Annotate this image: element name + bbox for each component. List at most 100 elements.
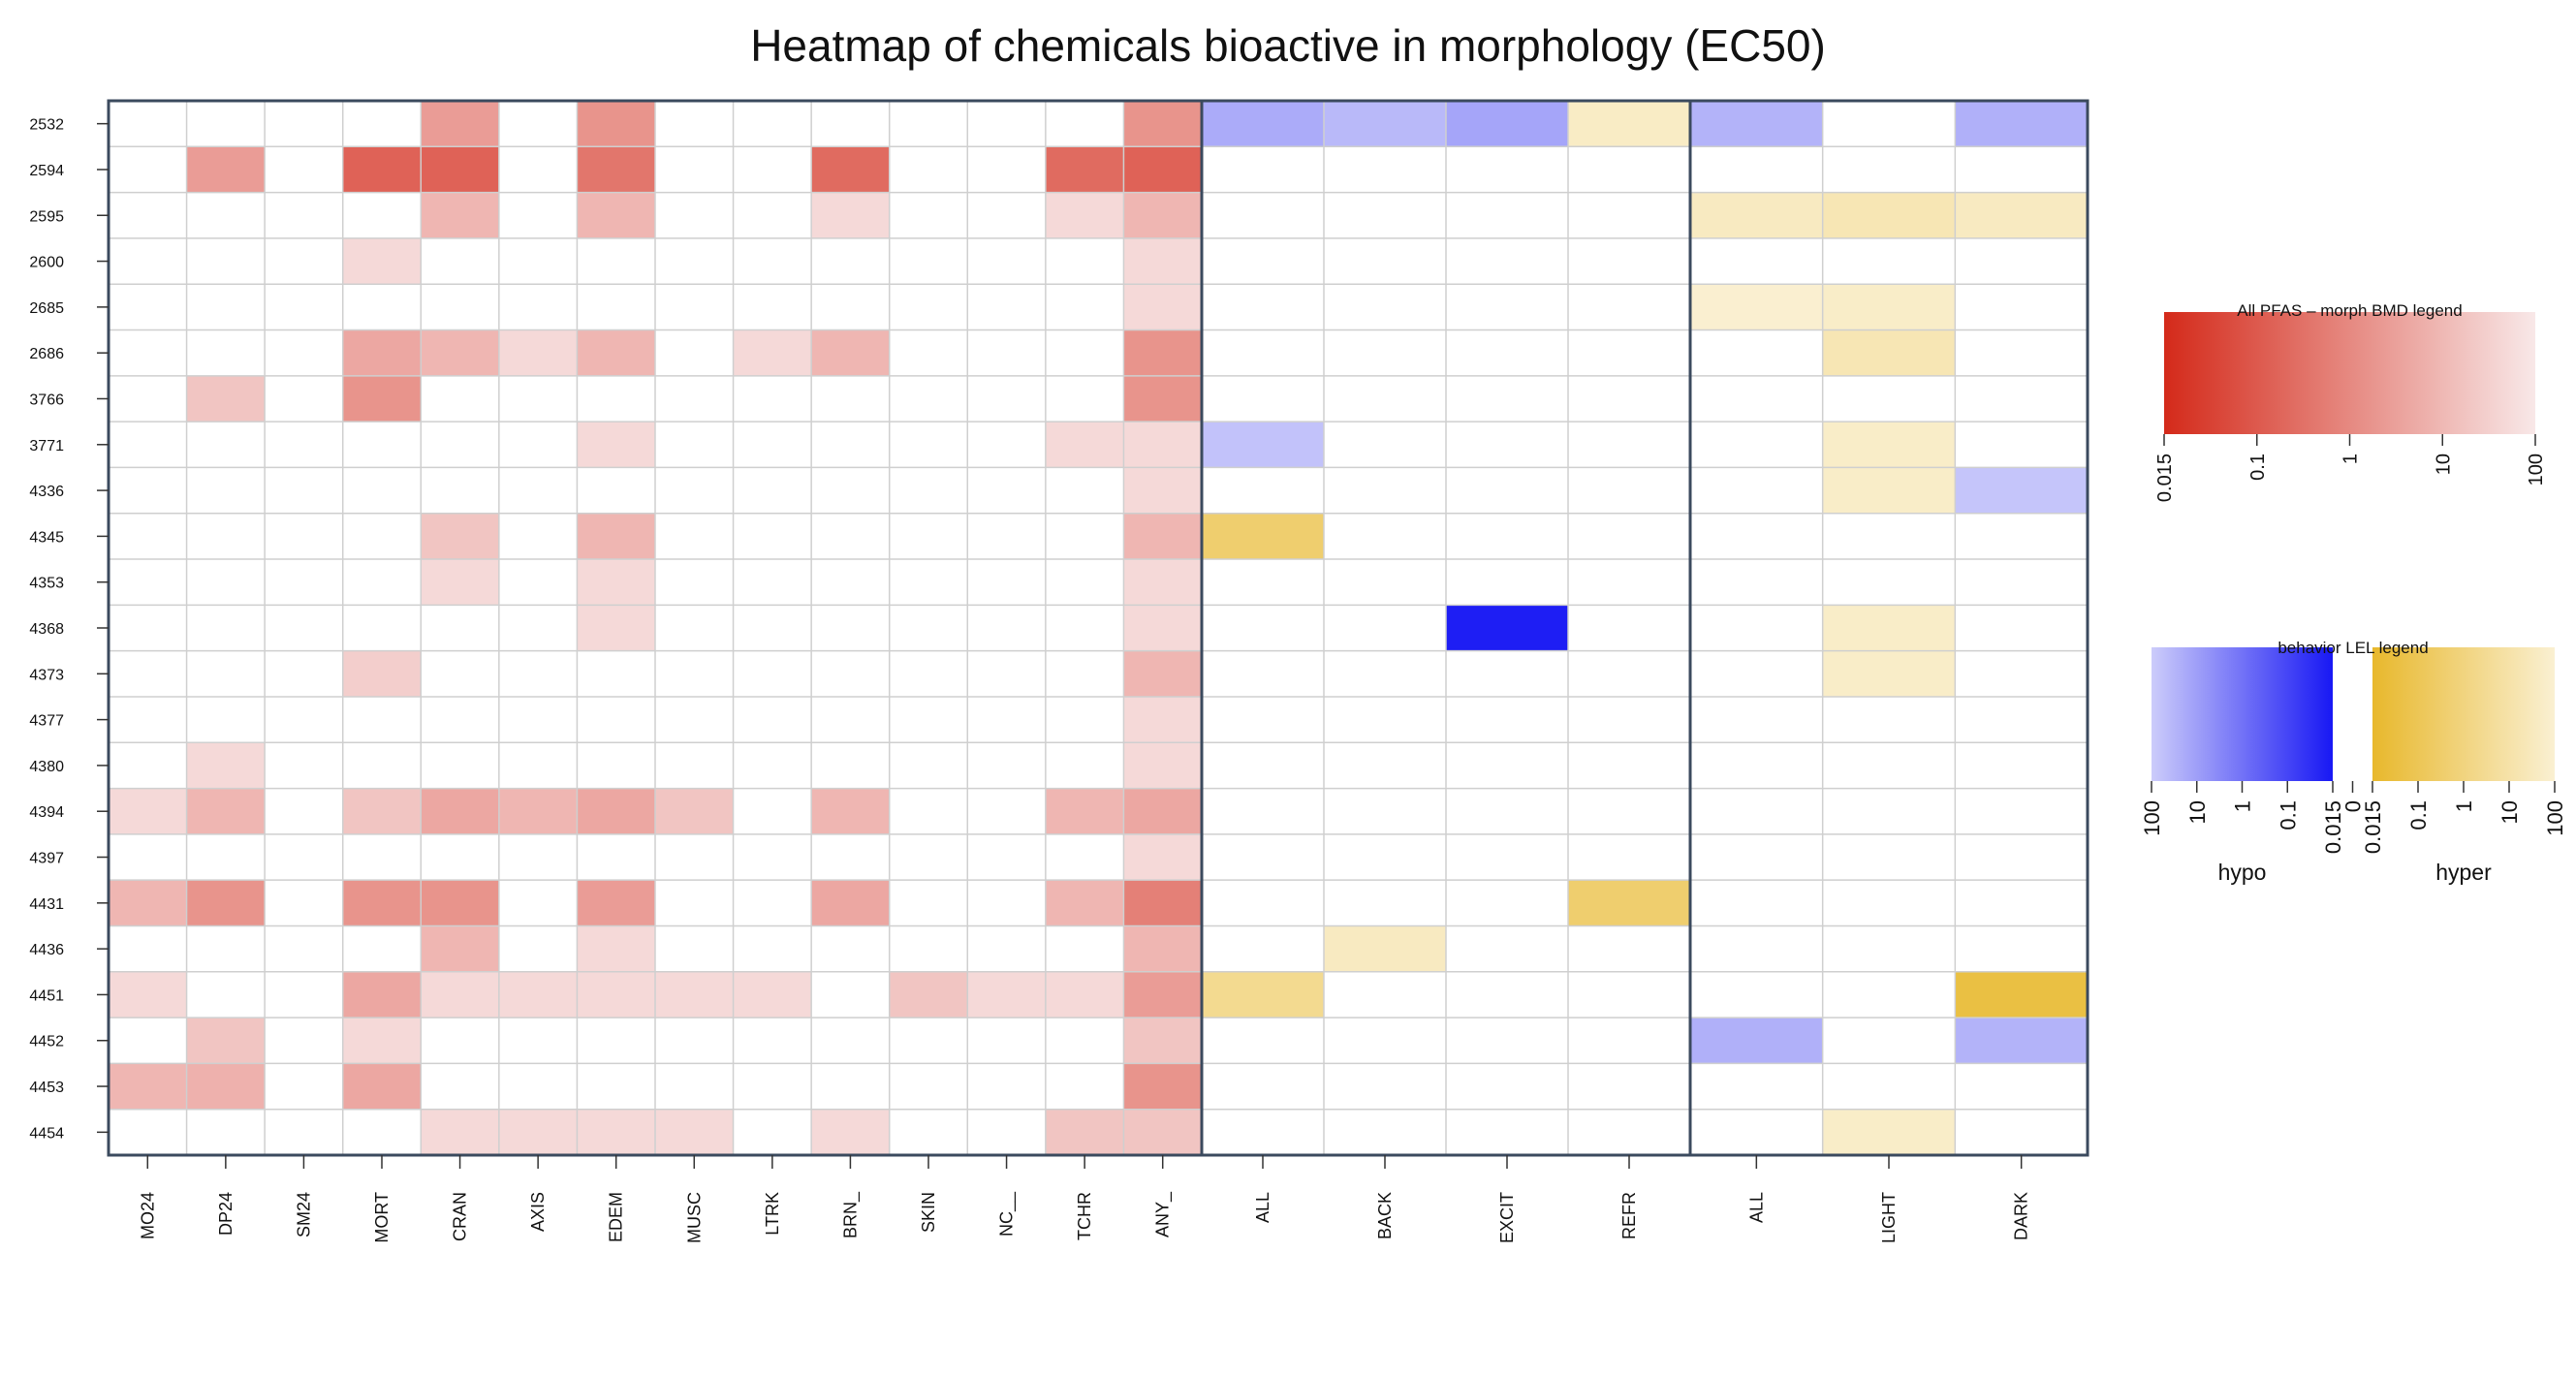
heatmap-cell [498, 971, 578, 1018]
heatmap-cell [1955, 101, 2088, 147]
row-label: 4380 [29, 759, 64, 775]
heatmap-cell [186, 146, 266, 193]
legend-tick-label: 100 [2543, 800, 2567, 836]
heatmap-cell [109, 1063, 187, 1110]
heatmap-cell [1955, 1018, 2088, 1064]
heatmap-cell [1822, 650, 1956, 697]
heatmap-cell [577, 422, 655, 468]
heatmap-cell [1202, 513, 1324, 560]
row-label: 4336 [29, 484, 64, 500]
row-label: 4436 [29, 942, 64, 958]
column-label: CRAN [451, 1192, 470, 1241]
row-label: 4452 [29, 1034, 64, 1050]
heatmap-cell [733, 971, 812, 1018]
row-label: 4345 [29, 529, 64, 546]
heatmap-cell [1324, 101, 1446, 147]
heatmap-cell [342, 237, 422, 285]
legend-tick-label: 100 [2140, 800, 2164, 836]
column-label: ALL [1746, 1192, 1766, 1223]
legend-tick-label: 0.1 [2276, 800, 2300, 830]
row-label: 2685 [29, 300, 64, 317]
heatmap-cell [1123, 559, 1202, 606]
heatmap-cell [577, 192, 655, 238]
heatmap-cell [1123, 422, 1202, 468]
heatmap-cell [811, 880, 890, 926]
heatmap-cell [1123, 329, 1202, 376]
column-label: NC__ [997, 1191, 1018, 1237]
row-label: 3766 [29, 391, 64, 408]
heatmap-cell [1446, 605, 1568, 651]
heatmap-cell [421, 146, 499, 193]
column-label: REFR [1619, 1192, 1639, 1239]
heatmap-cell [342, 375, 422, 423]
legend-tick-label: 1 [2452, 800, 2476, 812]
heatmap-cell [1123, 146, 1202, 193]
heatmap-cell [1123, 1109, 1202, 1155]
heatmap-cell [1045, 146, 1124, 193]
heatmap-cell [1568, 880, 1690, 926]
heatmap-cell [498, 1109, 578, 1155]
heatmap-cell [1324, 925, 1446, 972]
heatmap-cell [109, 880, 187, 926]
legend-tick-label: 0.1 [2247, 454, 2269, 481]
heatmap-cell [1123, 833, 1202, 881]
column-label: EXCIT [1497, 1192, 1517, 1243]
row-label: 4431 [29, 896, 64, 913]
heatmap-cell [1202, 971, 1324, 1018]
heatmap-cell [421, 192, 499, 238]
heatmap-cell [1822, 422, 1956, 468]
heatmap-cell [1955, 467, 2088, 514]
column-label: LTRK [763, 1192, 782, 1236]
heatmap-cell [342, 329, 422, 376]
hyper-label: hyper [2435, 860, 2492, 885]
heatmap-cell [1123, 971, 1202, 1018]
heatmap-cell [577, 880, 655, 926]
column-labels: MO24 DP24 SM24 MORT CRAN AXIS EDEM MUSC LTRK BRN_… [138, 1155, 2031, 1243]
heatmap-cell [1690, 1018, 1823, 1064]
heatmap-cell [186, 1063, 266, 1110]
row-label: 2532 [29, 117, 64, 134]
column-label: MO24 [138, 1192, 157, 1239]
legend-tick-label: 100 [2526, 454, 2547, 485]
heatmap-cell [109, 788, 187, 834]
heatmap-cell [342, 1018, 422, 1064]
heatmap-cell [1123, 375, 1202, 423]
row-label: 4377 [29, 713, 64, 730]
heatmap-cell [421, 329, 499, 376]
heatmap-cell [186, 880, 266, 926]
heatmap-cell [1822, 467, 1956, 514]
heatmap-cell [1690, 101, 1823, 147]
heatmap-cell [1123, 192, 1202, 238]
legend-tick-label: 10 [2185, 800, 2210, 824]
row-label: 4454 [29, 1125, 64, 1142]
row-label: 2595 [29, 208, 64, 225]
heatmap-cell [1202, 422, 1324, 468]
heatmap-cell [577, 513, 655, 560]
heatmap-cell [1690, 284, 1823, 330]
heatmap-cell [811, 1109, 890, 1155]
heatmap-cell [186, 742, 266, 789]
row-label: 4373 [29, 667, 64, 683]
heatmap-cell [577, 605, 655, 651]
heatmap-cell [186, 788, 266, 834]
heatmap-cell [342, 1063, 422, 1110]
heatmap-cell [1822, 1109, 1956, 1155]
heatmap-cell [1202, 101, 1324, 147]
heatmap-cell [1822, 329, 1956, 376]
heatmap-cell [342, 788, 422, 834]
row-label: 4397 [29, 851, 64, 867]
legend-tick-label: 0.1 [2406, 800, 2431, 830]
row-label: 3771 [29, 438, 64, 454]
heatmap-cell [1690, 192, 1823, 238]
heatmap-cell [186, 1018, 266, 1064]
legend-tick-label: 0.015 [2154, 454, 2176, 502]
column-label: DARK [2012, 1192, 2031, 1240]
legend-tick-label: 0 [2341, 800, 2366, 812]
heatmap-cell [1045, 788, 1124, 834]
column-label: LIGHT [1879, 1192, 1899, 1243]
column-label: BRN_ [840, 1191, 861, 1238]
hyper-legend-bar [2372, 647, 2555, 781]
heatmap-cell [421, 880, 499, 926]
